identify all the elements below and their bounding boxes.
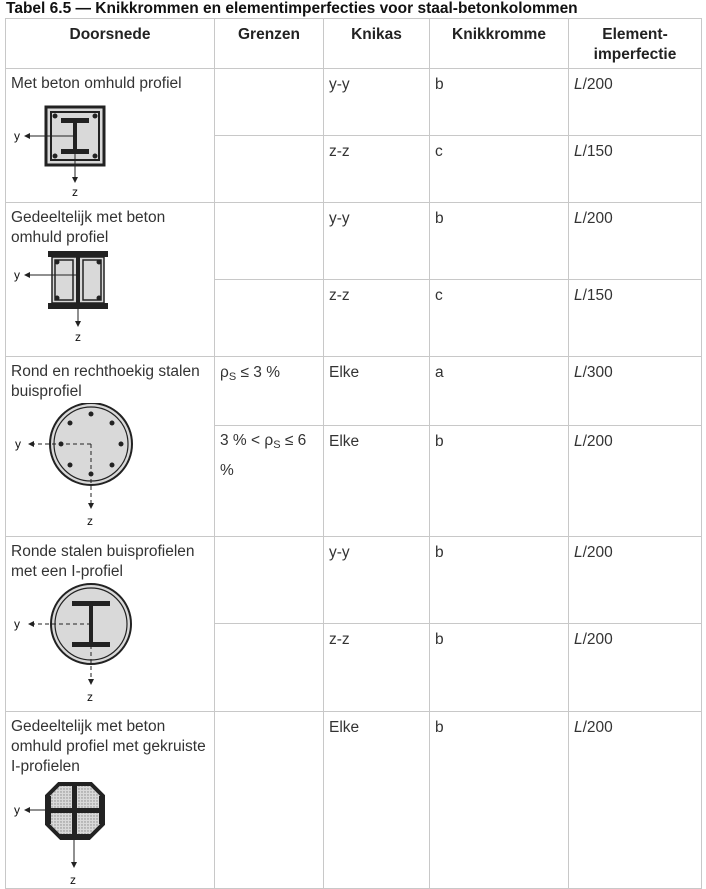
- svg-text:y: y: [14, 617, 20, 631]
- table-row: Gedeeltelijk met beton omhuld profiel me…: [5, 711, 702, 889]
- table-row: Rond en rechthoekig stalen buisprofiel y…: [5, 356, 702, 537]
- header-elementimperfectie: Element- imperfectie: [568, 18, 702, 69]
- knikas-cell: z-z: [323, 135, 430, 203]
- doorsnede-text: Rond en rechthoekig stalen buisprofiel: [11, 363, 200, 400]
- knikkromme-cell: b: [429, 711, 569, 889]
- knikkromme-cell: b: [429, 202, 569, 280]
- doorsnede-cell: Gedeeltelijk met beton omhuld profiel me…: [5, 711, 215, 889]
- concrete-filled-tube-icon: y z: [15, 403, 133, 528]
- svg-text:y: y: [15, 437, 21, 451]
- tube-with-i-profile-icon: y z: [14, 583, 132, 704]
- header-knikas: Knikas: [323, 18, 430, 69]
- table-row: Ronde stalen buisprofielen met een I-pro…: [5, 536, 702, 712]
- grenzen-cell: [214, 279, 324, 357]
- svg-text:z: z: [72, 185, 78, 197]
- crossed-i-profiles-icon: y z: [14, 782, 105, 887]
- imperfectie-cell: L/200: [568, 425, 702, 537]
- doorsnede-cell: Ronde stalen buisprofielen met een I-pro…: [5, 536, 215, 712]
- svg-text:y: y: [14, 803, 20, 817]
- knikas-cell: y-y: [323, 68, 430, 136]
- doorsnede-cell: Gedeeltelijk met beton omhuld profiel y …: [5, 202, 215, 357]
- table-row: Gedeeltelijk met beton omhuld profiel y …: [5, 202, 702, 357]
- imperfectie-cell: L/200: [568, 68, 702, 136]
- imperfectie-cell: L/200: [568, 623, 702, 712]
- imperfectie-cell: L/150: [568, 279, 702, 357]
- table-row: z-z c L/150: [6, 135, 702, 203]
- svg-text:z: z: [75, 330, 81, 344]
- knikkromme-cell: b: [429, 536, 569, 624]
- imperfectie-cell: L/300: [568, 356, 702, 426]
- knikkromme-cell: b: [429, 425, 569, 537]
- knikas-cell: Elke: [323, 711, 430, 889]
- doorsnede-cell: Met beton omhuld profiel y z: [5, 68, 215, 203]
- knikas-cell: z-z: [323, 279, 430, 357]
- header-grenzen: Grenzen: [214, 18, 324, 69]
- imperfectie-cell: L/150: [568, 135, 702, 203]
- knikkromme-cell: a: [429, 356, 569, 426]
- header-doorsnede: Doorsnede: [5, 18, 215, 69]
- grenzen-cell: [214, 711, 324, 889]
- grenzen-cell: [214, 536, 324, 624]
- svg-text:y: y: [14, 268, 20, 282]
- header-row: Doorsnede Grenzen Knikas Knikkromme Elem…: [5, 18, 702, 69]
- knikkromme-cell: b: [429, 623, 569, 712]
- doorsnede-cell: Rond en rechthoekig stalen buisprofiel y…: [5, 356, 215, 537]
- table-row: Met beton omhuld profiel y z y-y b L/200: [5, 68, 702, 203]
- svg-text:z: z: [87, 514, 93, 528]
- doorsnede-text: Met beton omhuld profiel: [11, 75, 182, 92]
- table-title: Tabel 6.5 — Knikkrommen en elementimperf…: [6, 0, 578, 17]
- svg-text:z: z: [87, 690, 93, 704]
- svg-text:z: z: [70, 873, 76, 887]
- imperfectie-cell: L/200: [568, 202, 702, 280]
- knikkromme-cell: c: [429, 279, 569, 357]
- knikas-cell: Elke: [323, 425, 430, 537]
- imperfectie-cell: L/200: [568, 536, 702, 624]
- knikkromme-cell: c: [429, 135, 569, 203]
- partially-encased-profile-icon: y z: [14, 251, 108, 344]
- knikas-cell: y-y: [323, 536, 430, 624]
- table-row: z-z c L/150: [6, 279, 702, 357]
- buckling-curves-table: Doorsnede Grenzen Knikas Knikkromme Elem…: [5, 18, 702, 889]
- doorsnede-text: Ronde stalen buisprofielen met een I-pro…: [11, 543, 195, 580]
- knikkromme-cell: b: [429, 68, 569, 136]
- knikas-cell: Elke: [323, 356, 430, 426]
- header-knikkromme: Knikkromme: [429, 18, 569, 69]
- doorsnede-text: Gedeeltelijk met beton omhuld profiel me…: [11, 718, 206, 775]
- knikas-cell: y-y: [323, 202, 430, 280]
- grenzen-cell: 3 % < ρS ≤ 6 %: [214, 425, 324, 537]
- knikas-cell: z-z: [323, 623, 430, 712]
- grenzen-cell: [214, 202, 324, 280]
- encased-i-profile-icon: y z: [14, 105, 106, 197]
- grenzen-cell: ρS ≤ 3 %: [214, 356, 324, 426]
- grenzen-cell: [214, 623, 324, 712]
- svg-text:y: y: [14, 129, 20, 143]
- grenzen-cell: [214, 68, 324, 136]
- doorsnede-text: Gedeeltelijk met beton omhuld profiel: [11, 209, 166, 246]
- imperfectie-cell: L/200: [568, 711, 702, 889]
- table-row: 3 % < ρS ≤ 6 % Elke b L/200: [6, 425, 702, 537]
- grenzen-cell: [214, 135, 324, 203]
- table-row: z-z b L/200: [6, 623, 702, 712]
